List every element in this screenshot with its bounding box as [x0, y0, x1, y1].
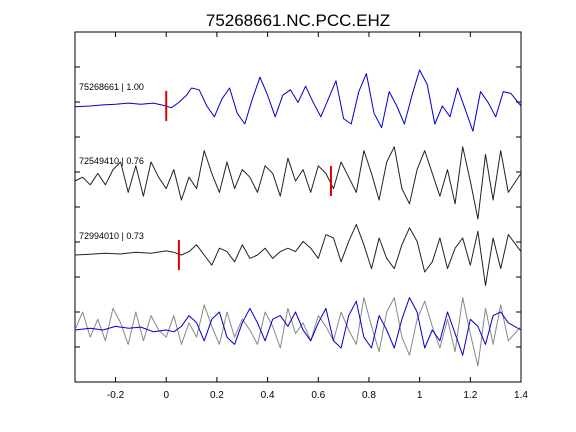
x-tick-label: 1.4 [514, 390, 528, 401]
trace-line [74, 297, 522, 367]
x-tick-label: 0.4 [261, 390, 275, 401]
trace-line [74, 223, 522, 287]
trace-label: 75268661 | 1.00 [79, 82, 144, 92]
pick-markers [165, 91, 332, 270]
x-tick-label: 0 [163, 390, 169, 401]
x-tick-label: 0.6 [311, 390, 325, 401]
y-tick-marks [75, 66, 521, 348]
x-axis: -0.2 0 0.2 0.4 0.6 0.8 1 1.2 1.4 [107, 32, 528, 401]
trace-labels: 75268661 | 1.00 72549410 | 0.76 72994010 |… [79, 82, 144, 241]
x-tick-label: 0.2 [210, 390, 224, 401]
trace-line [74, 69, 522, 132]
trace-label: 72549410 | 0.76 [79, 156, 144, 166]
x-tick-label: 1 [417, 390, 423, 401]
x-tick-label: 0.8 [362, 390, 376, 401]
x-tick-label: -0.2 [107, 390, 125, 401]
x-tick-label: 1.2 [463, 390, 477, 401]
waveform-traces [74, 69, 522, 367]
trace-line [74, 146, 522, 220]
trace-line [74, 297, 522, 356]
chart-title: 75268661.NC.PCC.EHZ [206, 11, 390, 30]
trace-label: 72994010 | 0.73 [79, 231, 144, 241]
